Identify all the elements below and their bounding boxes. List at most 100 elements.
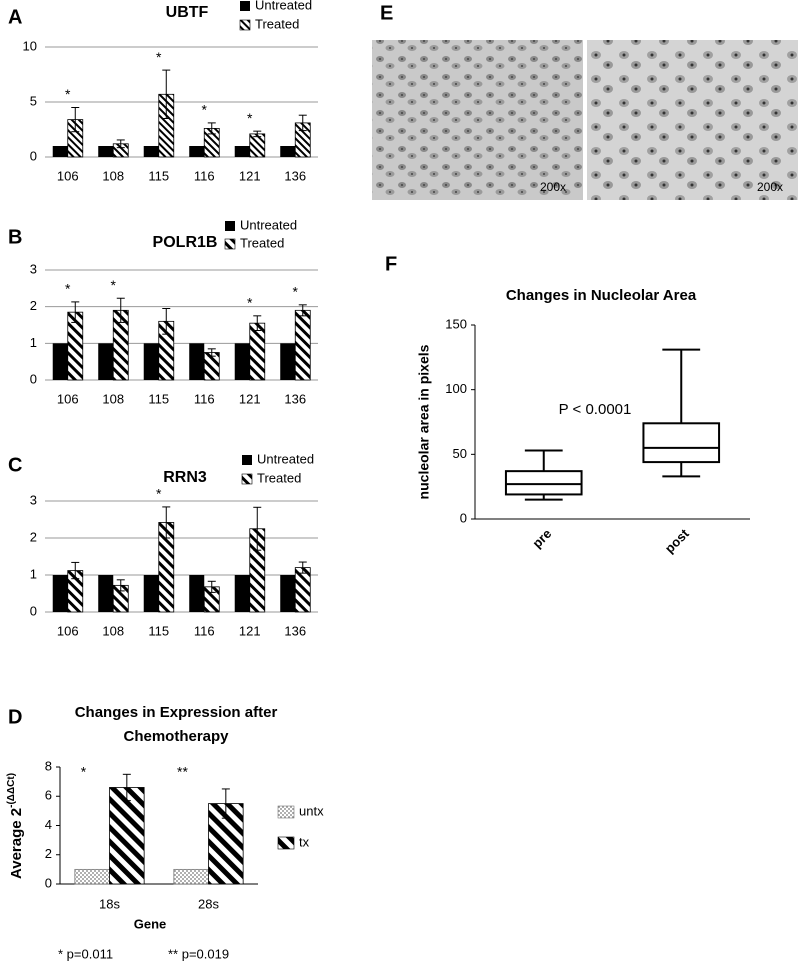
significance-marker: * [65,86,71,102]
y-tick-label: 1 [30,566,37,581]
bar [234,146,250,157]
x-tick-label: 108 [102,623,124,638]
significance-marker: * [156,49,162,65]
chart-title: Chemotherapy [123,728,229,745]
legend-swatch [224,238,236,250]
error-bar [298,114,307,132]
error-bar [71,107,80,133]
error-bar [116,139,125,149]
y-tick-label: 0 [45,875,52,890]
error-bar [207,122,216,135]
image-caption: 200x [757,180,783,194]
y-tick-label: 0 [30,148,37,163]
legend-label: Treated [240,235,284,250]
bar [98,575,114,612]
error-bar [116,297,125,323]
x-tick-label: 116 [194,391,215,406]
bar [143,575,159,612]
error-bar [71,301,80,323]
x-tick-label: 136 [284,391,306,406]
image-caption: 200x [540,180,566,194]
bar [234,575,250,612]
significance-marker: * [247,295,253,311]
y-tick-label: 100 [445,381,467,396]
x-tick-label: 116 [194,168,215,183]
legend-label: Treated [255,16,299,31]
y-axis-title: Average 2-(ΔΔCt) [6,773,25,879]
y-tick-label: 2 [30,529,37,544]
significance-marker: * [156,486,162,502]
x-tick-label: 108 [102,391,124,406]
significance-marker: * [293,284,299,300]
error-bar [162,308,171,335]
micrograph [372,40,583,200]
chart-title: RRN3 [163,469,207,486]
bar [189,146,205,157]
significance-marker: * [202,102,208,118]
x-tick-label: post [662,525,692,555]
bar [294,567,311,613]
x-tick-label: 106 [57,623,79,638]
panel-label: D [8,706,22,728]
y-tick-label: 0 [30,371,37,386]
x-tick-label: 115 [148,391,169,406]
x-tick-label: 108 [102,168,124,183]
bar [280,146,296,157]
chart-title: UBTF [166,4,209,21]
bar [143,343,159,380]
bar [294,309,311,381]
legend-swatch [225,221,235,231]
y-tick-label: 1 [30,335,37,350]
bar [249,133,266,158]
panel-label: F [385,253,397,275]
error-bar [207,580,216,593]
bar [74,868,110,885]
x-tick-label: 115 [148,623,169,638]
bar [98,343,114,380]
error-bar [162,69,171,119]
box [504,470,583,496]
legend-swatch [239,19,251,31]
error-bar [207,348,216,357]
panel-label: E [380,2,393,24]
y-tick-label: 2 [45,846,52,861]
bar [249,322,266,381]
legend-label: Untreated [257,451,314,466]
error-bar [253,130,262,138]
legend-swatch [241,473,253,485]
x-tick-label: pre [529,526,554,551]
y-axis-title-text: Average 2 [8,808,25,879]
chart-title: POLR1B [153,234,218,251]
x-tick-label: 121 [239,168,261,183]
y-tick-label: 4 [45,817,52,832]
y-axis-title-superscript: -(ΔΔCt) [6,773,17,808]
x-tick-label: 116 [194,623,215,638]
legend-label: Treated [257,470,301,485]
y-tick-label: 0 [30,603,37,618]
y-tick-label: 5 [30,93,37,108]
panel-label: A [8,6,22,28]
x-tick-label: 136 [284,623,306,638]
legend-swatch [277,836,295,850]
bar [52,146,68,157]
significance-marker: * [81,764,87,780]
y-tick-label: 50 [453,446,467,461]
error-bar [162,506,171,539]
x-tick-label: 106 [57,391,79,406]
bar [52,343,68,380]
bar [143,146,159,157]
chart-title: Changes in Expression after [75,704,278,721]
legend-label: Untreated [240,217,297,232]
legend-label: untx [299,803,324,818]
x-tick-label: 115 [148,168,169,183]
error-bar [253,506,262,551]
y-tick-label: 150 [445,316,467,331]
bar [109,787,145,885]
y-tick-label: 6 [45,788,52,803]
significance-marker: ** [177,764,188,780]
x-tick-label: 28s [198,896,219,911]
y-tick-label: 3 [30,261,37,276]
error-bar [298,304,307,317]
x-tick-label: 121 [239,391,261,406]
